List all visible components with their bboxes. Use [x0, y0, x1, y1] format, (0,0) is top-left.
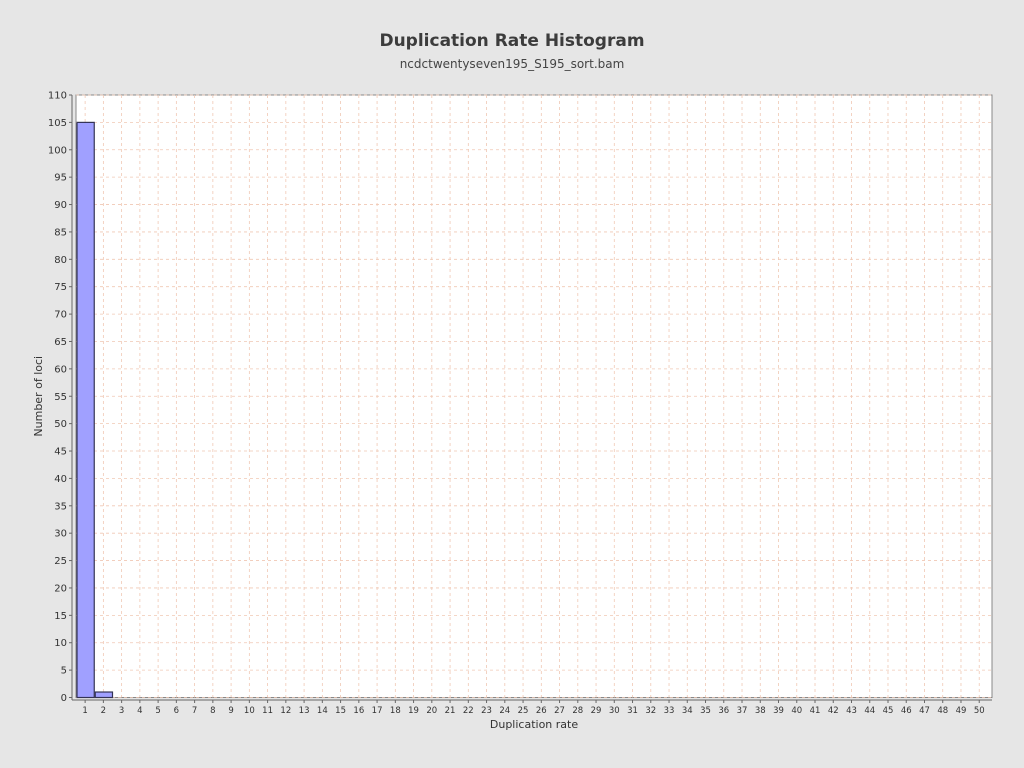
y-tick-label: 105 [48, 118, 67, 129]
x-tick-label: 3 [119, 706, 124, 716]
y-tick-label: 40 [54, 474, 67, 485]
x-tick-label: 15 [335, 706, 346, 716]
histogram-bar [76, 121, 95, 699]
x-tick-label: 6 [174, 706, 179, 716]
y-tick-label: 85 [54, 227, 67, 238]
y-tick-label: 65 [54, 337, 67, 348]
x-tick-label: 35 [700, 706, 711, 716]
axes [71, 95, 992, 701]
x-tick-label: 19 [408, 706, 419, 716]
x-tick-label: 1 [82, 706, 87, 716]
x-tick-label: 34 [682, 706, 693, 716]
y-tick-label: 25 [54, 556, 67, 567]
y-tick-label: 35 [54, 501, 67, 512]
x-tick-label: 47 [919, 706, 930, 716]
y-tick-label: 95 [54, 173, 67, 184]
x-tick-label: 29 [591, 706, 602, 716]
y-tick-label: 80 [54, 255, 67, 266]
y-tick-label: 45 [54, 447, 67, 458]
y-tick-label: 55 [54, 392, 67, 403]
x-tick-label: 8 [210, 706, 215, 716]
x-tick-label: 27 [554, 706, 565, 716]
y-tick-label: 75 [54, 282, 67, 293]
x-tick-label: 9 [228, 706, 233, 716]
y-tick-label: 60 [54, 364, 67, 375]
x-tick-label: 4 [137, 706, 142, 716]
x-tick-label: 50 [974, 706, 985, 716]
x-tick-label: 26 [536, 706, 547, 716]
x-tick-label: 17 [372, 706, 383, 716]
y-tick-label: 20 [54, 583, 67, 594]
chart-subtitle: ncdctwentyseven195_S195_sort.bam [399, 57, 625, 71]
x-tick-label: 5 [155, 706, 160, 716]
y-tick-label: 30 [54, 529, 67, 540]
x-tick-label: 42 [828, 706, 839, 716]
x-tick-label: 36 [718, 706, 729, 716]
x-tick-label: 43 [846, 706, 857, 716]
chart-title: Duplication Rate Histogram [379, 31, 645, 51]
x-tick-label: 32 [645, 706, 656, 716]
y-tick-label: 15 [54, 611, 67, 622]
x-tick-label: 48 [937, 706, 948, 716]
x-tick-label: 14 [317, 706, 328, 716]
x-tick-label: 7 [192, 706, 197, 716]
x-tick-label: 44 [864, 706, 875, 716]
y-tick-label: 90 [54, 200, 67, 211]
bar-series [76, 121, 114, 699]
x-tick-label: 30 [609, 706, 620, 716]
x-tick-label: 40 [791, 706, 802, 716]
y-tick-label: 100 [48, 145, 67, 156]
x-tick-label: 46 [901, 706, 912, 716]
x-tick-label: 25 [518, 706, 529, 716]
x-tick-label: 41 [810, 706, 821, 716]
x-tick-label: 13 [299, 706, 310, 716]
y-axis-ticks: 0 5 10 15 20 25 30 35 40 45 50 55 60 65 70 75 80 85 90 95 10… [48, 91, 72, 704]
histogram-bar [94, 691, 114, 699]
x-tick-label: 16 [353, 706, 364, 716]
x-tick-label: 45 [883, 706, 894, 716]
x-tick-label: 37 [737, 706, 748, 716]
y-tick-label: 70 [54, 310, 67, 321]
x-axis-ticks: 1 2 3 4 5 6 7 8 9 10 11 12 13 14 15 16 17 18 19 20 21 22 23 24 2… [82, 700, 985, 716]
x-tick-label: 38 [755, 706, 766, 716]
grid-lines [76, 94, 992, 698]
x-tick-label: 12 [280, 706, 291, 716]
x-tick-label: 39 [773, 706, 784, 716]
x-tick-label: 24 [499, 706, 510, 716]
y-axis-label: Number of loci [32, 356, 45, 437]
x-tick-label: 33 [664, 706, 675, 716]
x-tick-label: 11 [262, 706, 273, 716]
x-tick-label: 2 [101, 706, 106, 716]
x-tick-label: 22 [463, 706, 474, 716]
x-tick-label: 10 [244, 706, 255, 716]
x-tick-label: 28 [572, 706, 583, 716]
y-tick-label: 0 [61, 693, 67, 704]
y-tick-label: 110 [48, 91, 67, 102]
x-tick-label: 31 [627, 706, 638, 716]
x-tick-label: 49 [956, 706, 967, 716]
x-axis-label: Duplication rate [490, 718, 578, 731]
y-tick-label: 10 [54, 638, 67, 649]
x-tick-label: 21 [445, 706, 456, 716]
y-tick-label: 50 [54, 419, 67, 430]
x-tick-label: 23 [481, 706, 492, 716]
x-tick-label: 20 [426, 706, 437, 716]
y-tick-label: 5 [61, 666, 67, 677]
x-tick-label: 18 [390, 706, 401, 716]
